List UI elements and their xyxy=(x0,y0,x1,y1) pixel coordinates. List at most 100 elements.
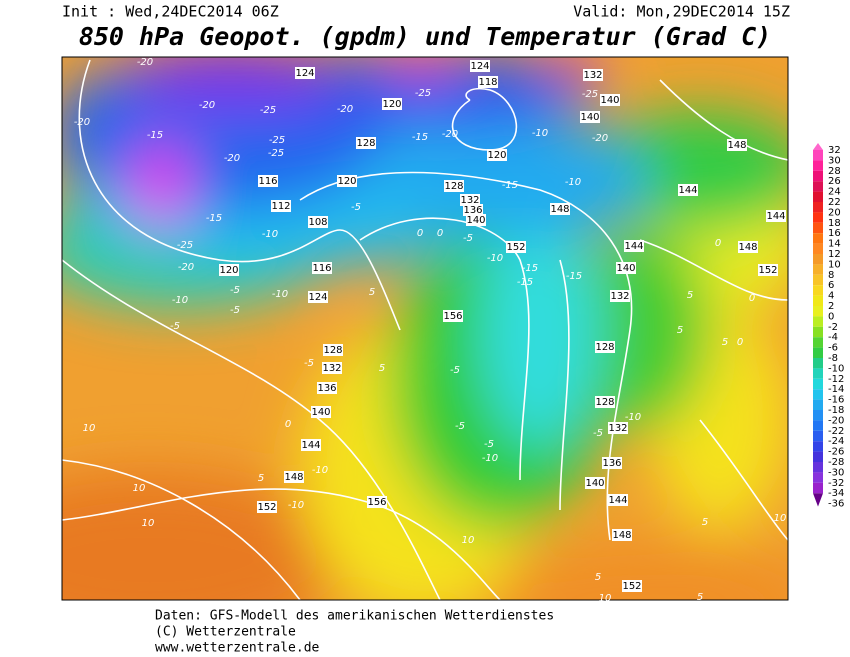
colorbar-label: 6 xyxy=(828,280,834,291)
temperature-label: -20 xyxy=(592,133,608,144)
geopotential-label: 156 xyxy=(367,497,386,508)
colorbar-swatch xyxy=(813,337,823,348)
geopotential-label-box xyxy=(271,200,291,212)
colorbar-swatch xyxy=(813,472,823,483)
temperature-label: -20 xyxy=(74,117,90,128)
geopotential-label: 140 xyxy=(585,478,604,489)
colorbar-label: -10 xyxy=(828,363,844,374)
geopotential-label: 132 xyxy=(460,195,479,206)
geopotential-label: 120 xyxy=(382,99,401,110)
geopotential-label: 144 xyxy=(624,241,643,252)
geopotential-label-box xyxy=(738,241,758,253)
temperature-label: 5 xyxy=(369,287,375,298)
colorbar-label: 10 xyxy=(828,259,841,270)
geopotential-label-box xyxy=(602,457,622,469)
temperature-label: 5 xyxy=(697,592,703,603)
colorbar-swatch xyxy=(813,399,823,410)
geopotential-label-box xyxy=(460,194,480,206)
geopotential-label-box xyxy=(550,203,570,215)
geopotential-label: 112 xyxy=(271,201,290,212)
geopotential-label-box xyxy=(624,240,644,252)
temperature-label: 10 xyxy=(599,593,612,604)
temperature-label: 5 xyxy=(595,572,601,583)
temperature-label: 10 xyxy=(462,535,475,546)
geopotential-label-box xyxy=(322,362,342,374)
geopotential-label-box xyxy=(284,471,304,483)
temperature-label: -20 xyxy=(137,57,153,68)
temperature-label: -10 xyxy=(625,412,641,423)
geopotential-label: 148 xyxy=(727,140,746,151)
geopotential-label-box xyxy=(758,264,778,276)
geopotential-label: 128 xyxy=(356,138,375,149)
temperature-label: -5 xyxy=(170,321,180,332)
temperature-label: 0 xyxy=(417,228,423,239)
geopotential-label-box xyxy=(257,501,277,513)
colorbar-label: 8 xyxy=(828,270,834,281)
geopotential-label-box xyxy=(612,529,632,541)
temperature-label: -15 xyxy=(502,180,518,191)
geopotential-label-box xyxy=(308,291,328,303)
geopotential-label-box xyxy=(580,111,600,123)
colorbar-swatch xyxy=(813,212,823,223)
temperature-label: -25 xyxy=(582,89,598,100)
geopotential-label-box xyxy=(616,262,636,274)
geopotential-label-box xyxy=(766,210,786,222)
colorbar-swatch xyxy=(813,202,823,213)
geopotential-label-box xyxy=(311,406,331,418)
temperature-label: -5 xyxy=(230,305,240,316)
colorbar-label: 20 xyxy=(828,207,841,218)
geopotential-label: 124 xyxy=(470,61,489,72)
colorbar-swatch xyxy=(813,410,823,421)
colorbar-swatch xyxy=(813,430,823,442)
geopotential-label-box xyxy=(608,422,628,434)
geopotential-label-box xyxy=(622,580,642,592)
geopotential-label: 140 xyxy=(580,112,599,123)
colorbar-swatch xyxy=(813,191,823,202)
colorbar-swatch xyxy=(813,347,823,358)
colorbar-swatch xyxy=(813,233,823,244)
geopotential-label-box xyxy=(595,396,615,408)
geopotential-label: 132 xyxy=(583,70,602,81)
colorbar-label: 28 xyxy=(828,166,841,177)
colorbar-swatch xyxy=(813,493,823,507)
colorbar-swatch xyxy=(813,143,823,150)
website: www.wetterzentrale.de xyxy=(155,641,320,656)
geopotential-label: 140 xyxy=(600,95,619,106)
colorbar-swatch xyxy=(813,295,823,306)
geopotential-label-box xyxy=(478,76,498,88)
colorbar-swatch xyxy=(813,462,823,473)
temperature-label: -20 xyxy=(337,104,353,115)
temperature-label: -15 xyxy=(206,213,222,224)
temperature-label: -25 xyxy=(268,148,284,159)
colorbar-swatch xyxy=(813,285,823,296)
colorbar-label: -32 xyxy=(828,478,844,489)
geopotential-label: 140 xyxy=(616,263,635,274)
colorbar-label: -8 xyxy=(828,353,838,364)
geopotential-label: 144 xyxy=(766,211,785,222)
map-area xyxy=(62,57,788,600)
geopotential-label-box xyxy=(470,60,490,72)
geopotential-label: 136 xyxy=(317,383,336,394)
temperature-label: 5 xyxy=(677,325,683,336)
temperature-label: -15 xyxy=(522,263,538,274)
geopotential-label-box xyxy=(308,216,328,228)
colorbar-label: -20 xyxy=(828,415,844,426)
temperature-label: -5 xyxy=(593,428,603,439)
geopotential-label: 148 xyxy=(550,204,569,215)
temperature-label: 10 xyxy=(133,483,146,494)
temperature-label: -25 xyxy=(260,105,276,116)
geopotential-label-box xyxy=(367,496,387,508)
temperature-label: -10 xyxy=(565,177,581,188)
colorbar-swatch xyxy=(813,150,823,161)
geopotential-label: 144 xyxy=(678,185,697,196)
colorbar-swatch xyxy=(813,451,823,462)
colorbar-swatch xyxy=(813,368,823,379)
geopotential-label: 132 xyxy=(322,363,341,374)
geopotential-label: 124 xyxy=(295,68,314,79)
geopotential-label-box xyxy=(583,69,603,81)
colorbar-swatch xyxy=(813,306,823,317)
colorbar-swatch xyxy=(813,264,823,275)
geopotential-label: 132 xyxy=(608,423,627,434)
